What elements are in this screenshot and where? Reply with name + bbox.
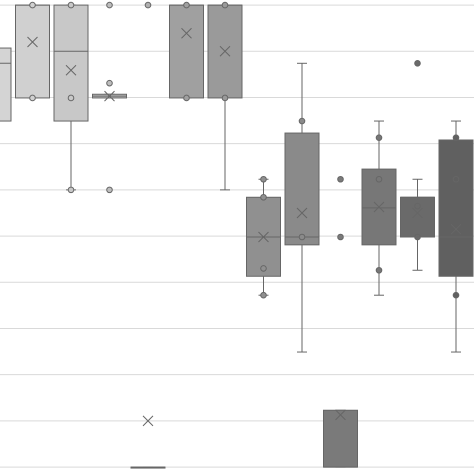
data-point — [298, 233, 306, 241]
data-point — [375, 266, 383, 274]
box — [15, 4, 50, 99]
box — [323, 409, 358, 468]
data-point — [452, 175, 460, 183]
mean-marker — [258, 231, 269, 243]
mean-marker — [373, 201, 385, 213]
data-point — [260, 265, 267, 272]
data-point — [29, 94, 36, 102]
outlier — [144, 1, 152, 9]
data-point — [260, 291, 267, 299]
data-point — [452, 134, 460, 141]
outlier — [337, 175, 344, 183]
outlier — [337, 233, 344, 241]
data-point — [298, 117, 306, 125]
mean-marker — [104, 90, 115, 102]
data-point — [67, 94, 75, 102]
outlier — [414, 59, 421, 67]
mean-marker — [296, 207, 308, 219]
box — [169, 4, 204, 99]
data-point — [183, 94, 190, 102]
outlier — [106, 79, 113, 87]
box — [438, 139, 474, 277]
data-point — [67, 1, 75, 9]
box — [53, 4, 89, 122]
data-point — [452, 291, 460, 299]
data-point — [260, 193, 267, 201]
mean-marker — [142, 415, 154, 427]
data-point — [375, 134, 383, 141]
data-point — [67, 186, 75, 194]
mean-marker — [412, 207, 423, 219]
box — [0, 47, 12, 122]
mean-marker — [450, 223, 462, 235]
data-point — [221, 94, 229, 102]
outlier — [106, 186, 113, 194]
data-point — [29, 1, 36, 9]
box — [284, 132, 320, 246]
mean-marker — [181, 27, 192, 39]
mean-marker — [219, 45, 231, 57]
mean-marker — [335, 409, 346, 421]
data-point — [260, 175, 267, 183]
data-point — [414, 202, 421, 210]
mean-marker — [27, 36, 38, 48]
data-point — [375, 175, 383, 183]
mean-marker — [65, 64, 77, 76]
data-point — [183, 1, 190, 9]
data-point — [414, 233, 421, 241]
data-point — [221, 1, 229, 9]
outlier — [106, 1, 113, 9]
